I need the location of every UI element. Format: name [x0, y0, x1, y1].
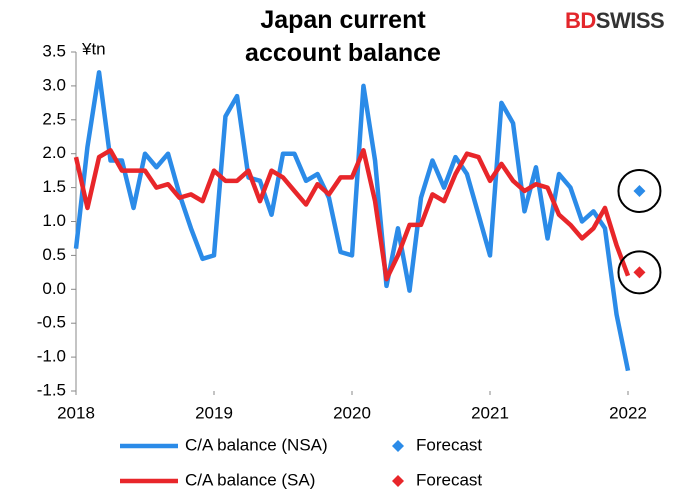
legend-swatch [392, 440, 404, 452]
y-tick-label: 1.0 [42, 211, 66, 230]
logo: BDSWISS [565, 8, 665, 34]
legend-label: Forecast [416, 470, 482, 489]
y-tick-label: 2.5 [42, 109, 66, 128]
y-tick-label: -1.0 [37, 347, 66, 366]
y-tick-label: 0.0 [42, 279, 66, 298]
y-tick-label: 1.5 [42, 177, 66, 196]
highlight-circle [617, 168, 662, 213]
y-tick-label: -1.5 [37, 380, 66, 399]
y-tick-label: -0.5 [37, 313, 66, 332]
x-tick-label: 2018 [57, 403, 95, 422]
series-line [73, 70, 631, 372]
x-tick-label: 2021 [471, 403, 509, 422]
y-axis-unit: ¥tn [81, 39, 106, 58]
highlight-circle [617, 250, 662, 295]
legend-label: Forecast [416, 435, 482, 454]
x-tick-label: 2022 [609, 403, 647, 422]
forecast-marker [633, 266, 646, 279]
x-tick-label: 2020 [333, 403, 371, 422]
x-tick-label: 2019 [195, 403, 233, 422]
logo-part: SWISS [595, 8, 665, 33]
logo-part: BD [565, 8, 596, 33]
y-tick-label: 0.5 [42, 245, 66, 264]
legend-label: C/A balance (NSA) [185, 435, 328, 454]
chart-title: Japan current account balance [245, 6, 441, 67]
y-tick-label: 3.5 [42, 41, 66, 60]
y-tick-label: 3.0 [42, 75, 66, 94]
forecast-marker [633, 184, 646, 197]
series-line [73, 148, 631, 282]
y-tick-label: 2.0 [42, 143, 66, 162]
legend-label: C/A balance (SA) [185, 470, 315, 489]
legend-swatch [392, 475, 404, 487]
